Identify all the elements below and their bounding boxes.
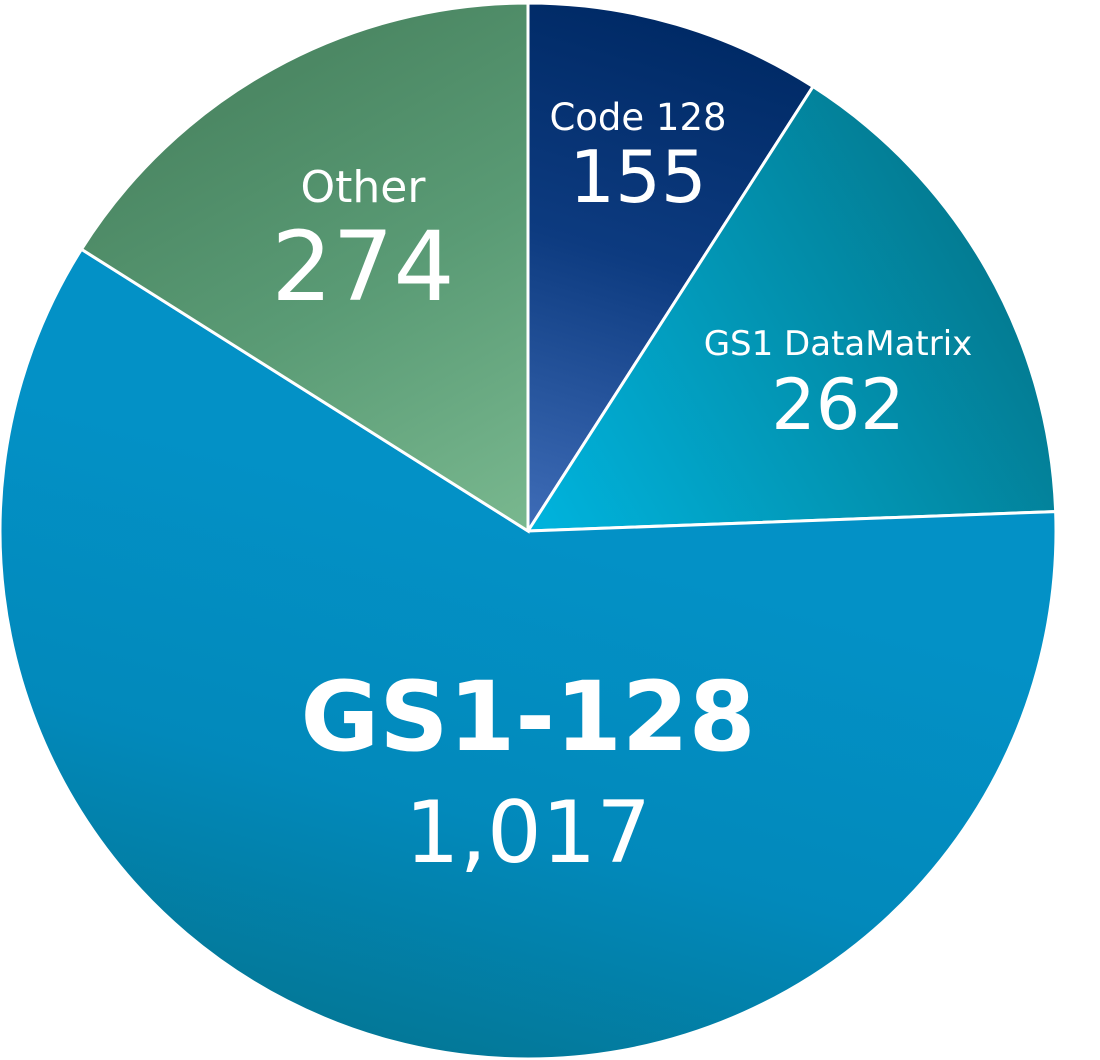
slice-label-gs1-datamatrix: GS1 DataMatrix xyxy=(704,324,973,364)
slice-value-gs1-128: 1,017 xyxy=(405,783,651,883)
pie-slice-gs1-datamatrix xyxy=(525,84,1058,533)
slice-label-gs1-128: GS1-128 xyxy=(301,661,756,773)
pie-slice-code-128 xyxy=(526,1,816,537)
pie-slice-gs1-128 xyxy=(0,247,1058,1060)
slice-value-code-128: 155 xyxy=(569,135,706,219)
slice-label-other: Other xyxy=(301,162,427,213)
slice-label-code-128: Code 128 xyxy=(549,96,726,139)
slice-value-other: 274 xyxy=(271,211,454,323)
pie-slice-other xyxy=(79,1,530,534)
slice-value-gs1-datamatrix: 262 xyxy=(771,364,905,446)
